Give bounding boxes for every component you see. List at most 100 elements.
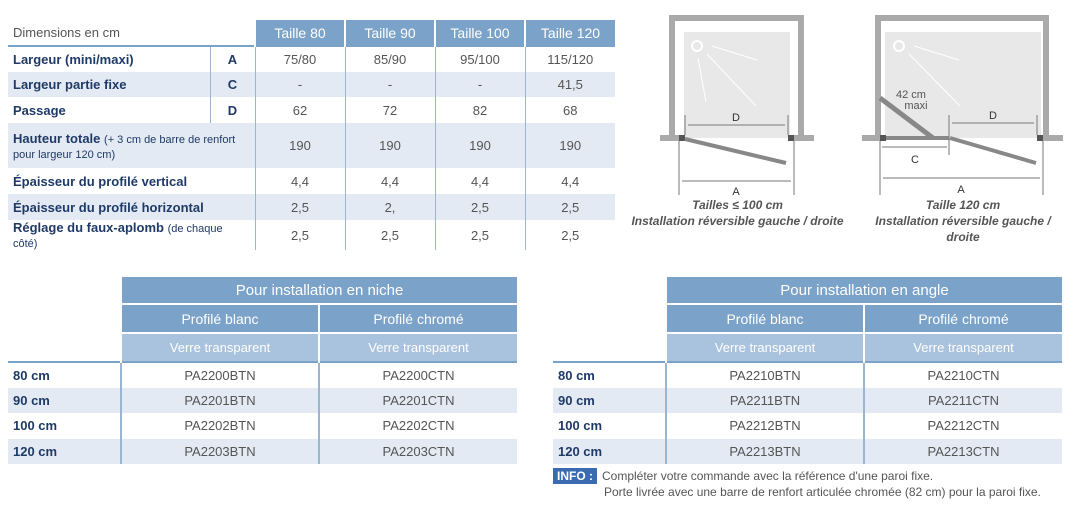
reference: PA2210BTN bbox=[665, 361, 864, 388]
cell-value: 2,5 bbox=[344, 220, 435, 250]
label-fixed-max2: maxi bbox=[904, 100, 927, 112]
glass-header: Verre transparent bbox=[317, 332, 518, 362]
table-row: 100 cm PA2202BTN PA2202CTN bbox=[8, 413, 518, 439]
cell-value: 190 bbox=[524, 123, 615, 168]
cell-value: 41,5 bbox=[524, 72, 615, 97]
reference: PA2200BTN bbox=[120, 361, 319, 388]
cell-value: 85/90 bbox=[344, 45, 435, 72]
reference: PA2212BTN bbox=[665, 413, 864, 439]
cell-value: 2,5 bbox=[524, 220, 615, 250]
glass-header: Verre transparent bbox=[665, 332, 864, 362]
cell-value: 4,4 bbox=[434, 168, 525, 194]
caption-sizes: Taille 120 cm bbox=[925, 198, 1001, 212]
cell-value: - bbox=[254, 72, 345, 97]
size-label: 120 cm bbox=[553, 438, 666, 464]
caption-angle: Taille 120 cm Installation réversible ga… bbox=[858, 197, 1068, 245]
row-label: Réglage du faux-aplomb (de chaque côté) bbox=[13, 220, 223, 250]
row-letter: A bbox=[209, 45, 255, 72]
table-row: 80 cm PA2200BTN PA2200CTN bbox=[8, 361, 518, 388]
reference: PA2213CTN bbox=[862, 438, 1063, 464]
table-row: Épaisseur du profilé horizontal 2,5 2, 2,5 2… bbox=[8, 194, 615, 220]
table-row: 100 cm PA2212BTN PA2212CTN bbox=[553, 413, 1063, 439]
row-label: Épaisseur du profilé horizontal bbox=[8, 194, 255, 220]
info-note: INFO : Compléter votre commande avec la r… bbox=[553, 468, 1041, 500]
profile-header: Profilé blanc bbox=[665, 303, 864, 333]
column-header: Taille 90 bbox=[344, 20, 435, 46]
niche-table: Pour installation en niche Profilé blanc… bbox=[8, 277, 518, 464]
row-label: Largeur partie fixe bbox=[8, 72, 210, 97]
table-row: 120 cm PA2203BTN PA2203CTN bbox=[8, 438, 518, 464]
cell-value: 62 bbox=[254, 97, 345, 123]
shower-head-icon bbox=[691, 40, 703, 52]
info-badge: INFO : bbox=[553, 468, 597, 484]
reference: PA2212CTN bbox=[862, 413, 1063, 439]
shower-head-icon bbox=[893, 40, 905, 52]
column-header: Taille 120 bbox=[524, 20, 615, 46]
table-title: Pour installation en niche bbox=[119, 277, 518, 304]
label-a: A bbox=[957, 184, 965, 196]
row-letter: C bbox=[209, 72, 255, 97]
info-line1: Compléter votre commande avec la référen… bbox=[602, 469, 934, 483]
profile-header: Profilé chromé bbox=[317, 303, 518, 333]
table-row: 90 cm PA2201BTN PA2201CTN bbox=[8, 387, 518, 413]
label-d: D bbox=[732, 112, 740, 124]
reference: PA2202BTN bbox=[120, 413, 319, 439]
cell-value: 4,4 bbox=[344, 168, 435, 194]
row-label: Passage bbox=[13, 102, 66, 118]
size-label: 100 cm bbox=[558, 418, 603, 434]
row-label: Largeur (mini/maxi) bbox=[8, 45, 210, 72]
info-line2: Porte livrée avec une barre de renfort a… bbox=[604, 485, 1041, 499]
cell-value: 190 bbox=[254, 123, 345, 168]
cell-value: 82 bbox=[434, 97, 525, 123]
size-label: 120 cm bbox=[8, 438, 121, 464]
label-fixed-max: 42 cm bbox=[896, 89, 926, 101]
diagram-angle: D C A 42 cm maxi bbox=[862, 15, 1063, 196]
cell-value: 2,5 bbox=[254, 194, 345, 220]
reference: PA2211BTN bbox=[665, 387, 864, 413]
reference: PA2203BTN bbox=[120, 438, 319, 464]
reference: PA2200CTN bbox=[317, 361, 518, 388]
cell-value: 72 bbox=[344, 97, 435, 123]
label-d: D bbox=[989, 110, 997, 122]
row-label: Hauteur totale (+ 3 cm de barre de renfo… bbox=[8, 123, 255, 168]
cell-value: 2,5 bbox=[434, 194, 525, 220]
diagram-niche: D A bbox=[660, 15, 814, 198]
row-letter: D bbox=[209, 97, 255, 123]
size-label: 100 cm bbox=[13, 418, 58, 434]
reference: PA2203CTN bbox=[317, 438, 518, 464]
cell-value: 75/80 bbox=[254, 45, 345, 72]
angle-table: Pour installation en angle Profilé blanc… bbox=[553, 277, 1063, 464]
glass-header: Verre transparent bbox=[120, 332, 319, 362]
label-a: A bbox=[732, 186, 740, 198]
label-c: C bbox=[911, 154, 919, 166]
cell-value: 4,4 bbox=[524, 168, 615, 194]
cell-value: - bbox=[434, 72, 525, 97]
reference: PA2210CTN bbox=[862, 361, 1063, 388]
cell-value: - bbox=[344, 72, 435, 97]
cell-value: 2, bbox=[344, 194, 435, 220]
table-row: 80 cm PA2210BTN PA2210CTN bbox=[553, 361, 1063, 388]
cell-value: 95/100 bbox=[434, 45, 525, 72]
dimensions-title: Dimensions en cm bbox=[13, 25, 120, 40]
table-row: 120 cm PA2213BTN PA2213CTN bbox=[553, 438, 1063, 464]
table-title: Pour installation en angle bbox=[664, 277, 1063, 304]
size-label: 90 cm bbox=[8, 387, 121, 413]
size-label: 90 cm bbox=[553, 387, 666, 413]
reference: PA2211CTN bbox=[862, 387, 1063, 413]
reference: PA2213BTN bbox=[665, 438, 864, 464]
profile-header: Profilé blanc bbox=[120, 303, 319, 333]
cell-value: 115/120 bbox=[524, 45, 615, 72]
row-label: Épaisseur du profilé vertical bbox=[13, 173, 188, 189]
cell-value: 68 bbox=[524, 97, 615, 123]
table-row: Hauteur totale (+ 3 cm de barre de renfo… bbox=[8, 123, 615, 168]
caption-install: Installation réversible gauche / droite bbox=[631, 214, 844, 228]
cell-value: 2,5 bbox=[524, 194, 615, 220]
column-header: Taille 80 bbox=[254, 20, 345, 46]
reference: PA2201BTN bbox=[120, 387, 319, 413]
caption-niche: Tailles ≤ 100 cm Installation réversible… bbox=[630, 197, 845, 229]
cell-value: 190 bbox=[344, 123, 435, 168]
cell-value: 2,5 bbox=[254, 220, 345, 250]
table-row: Épaisseur du profilé vertical 4,4 4,4 4,4 4,… bbox=[8, 168, 615, 194]
table-row: 90 cm PA2211BTN PA2211CTN bbox=[553, 387, 1063, 413]
profile-header: Profilé chromé bbox=[862, 303, 1063, 333]
